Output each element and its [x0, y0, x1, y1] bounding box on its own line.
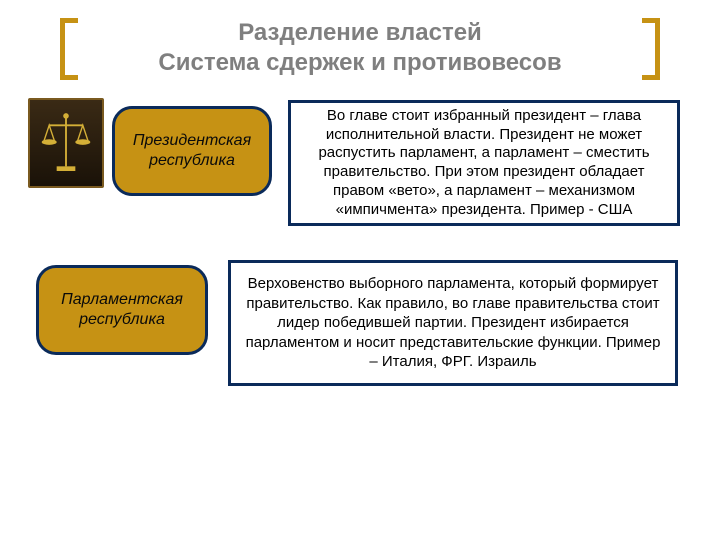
desc-parliamentary-republic: Верховенство выборного парламента, котор… — [228, 260, 678, 386]
label-presidential-republic: Президентская республика — [112, 106, 272, 196]
scales-of-justice-image — [28, 98, 104, 188]
scales-icon — [38, 110, 94, 176]
label-presidential-text: Президентская республика — [125, 131, 259, 171]
desc-presidential-text: Во главе стоит избранный президент – гла… — [303, 107, 665, 220]
label-parliamentary-republic: Парламентская республика — [36, 265, 208, 355]
title-line-2: Система сдержек и противовесов — [60, 48, 660, 78]
label-parliamentary-text: Парламентская республика — [49, 290, 195, 330]
desc-presidential-republic: Во главе стоит избранный президент – гла… — [288, 100, 680, 226]
desc-parliamentary-text: Верховенство выборного парламента, котор… — [243, 274, 663, 372]
title-line-1: Разделение властей — [60, 18, 660, 48]
slide-title: Разделение властей Система сдержек и про… — [60, 18, 660, 78]
